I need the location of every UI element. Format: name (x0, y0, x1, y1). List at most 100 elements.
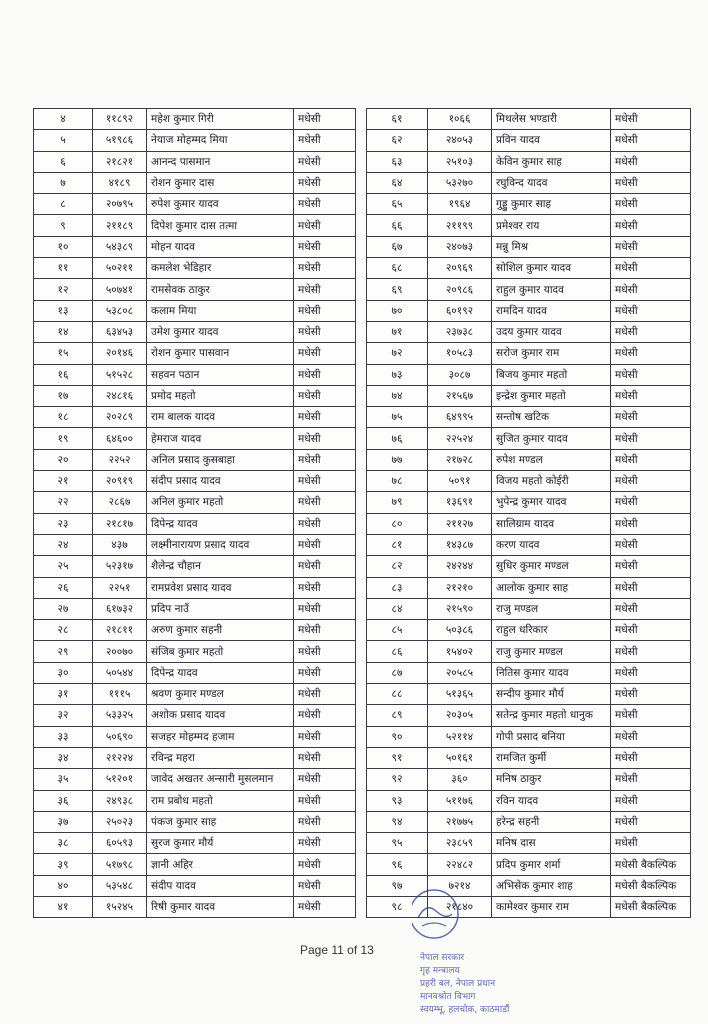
candidate-name-cell: रामदिन यादव (491, 299, 611, 322)
candidate-name-cell: रुपेश कुमार यादव (146, 193, 294, 216)
candidate-name-cell: अरुण कुमार सहनी (146, 619, 294, 642)
candidate-name-cell: उदय कुमार यादव (491, 320, 611, 344)
table-row: ६४ ५३२७० रघुविन्द यादव मधेसी (366, 171, 691, 195)
category-cell: मधेसी (293, 406, 356, 429)
serial-number-cell: ६५ (366, 193, 428, 216)
category-cell: मधेसी (610, 214, 691, 237)
candidate-name-cell: गुड्डु कुमार साह (491, 193, 611, 216)
table-row: ८८ ५१३६५ सन्दीप कुमार मौर्य मधेसी (366, 683, 691, 706)
table-row: १२ ५०७४१ रामसेवक ठाकुर मधेसी (33, 278, 356, 301)
candidate-name-cell: रविन्द्र महरा (146, 746, 294, 770)
table-row: ७६ २२५२४ सुजित कुमार यादव मधेसी (366, 427, 691, 450)
serial-number-cell: ६९ (366, 278, 428, 301)
candidate-name-cell: राजु कुमार मण्डल (491, 640, 611, 663)
table-row: ९२ ३६० मनिष ठाकुर मधेसी (366, 768, 691, 791)
table-row: ९१ ५०१६१ रामजित कुर्मी मधेसी (366, 746, 691, 770)
table-row: ७ ४१८९ रोशन कुमार दास मधेसी (33, 171, 356, 195)
serial-number-cell: ६१ (366, 107, 428, 131)
category-cell: मधेसी (293, 555, 356, 578)
candidate-name-cell: सजहर मोहम्मद हजाम (146, 725, 294, 748)
serial-number-cell: १७ (33, 384, 93, 408)
svg-text:स्वयम्भू, हलचोक, काठमाडौं: स्वयम्भू, हलचोक, काठमाडौं (420, 1003, 510, 1015)
candidate-name-cell: विजय महतो कोईरी (491, 470, 611, 493)
table-row: ३६ २४९३८ राम प्रबोध महतो मधेसी (33, 789, 356, 812)
candidate-name-cell: मनिष ठाकुर (491, 768, 611, 791)
candidate-code-cell: २०७९५ (92, 193, 147, 216)
candidate-code-cell: २०१४६ (92, 342, 147, 365)
candidate-name-cell: रविन यादव (491, 789, 611, 812)
category-cell: मधेसी बैकल्पिक (610, 874, 691, 897)
table-row: ७२ १०५८३ सरोज कुमार राम मधेसी (366, 342, 691, 365)
category-cell: मधेसी (610, 619, 691, 642)
table-row: २७ ६१७३२ प्रदिप नाउँ मधेसी (33, 597, 356, 621)
category-cell: मधेसी (610, 150, 691, 173)
category-cell: मधेसी (293, 107, 356, 131)
serial-number-cell: ३५ (33, 768, 93, 791)
category-cell: मधेसी (610, 746, 691, 770)
candidate-code-cell: १४३८७ (427, 533, 492, 557)
table-row: ३१ १११५ श्रवण कुमार मण्डल मधेसी (33, 683, 356, 706)
category-cell: मधेसी (293, 257, 356, 280)
category-cell: मधेसी (610, 384, 691, 408)
candidate-name-cell: करण यादव (491, 533, 611, 557)
table-row: ६३ २५१०३ केविन कुमार साह मधेसी (366, 150, 691, 173)
candidate-code-cell: ५३८०८ (92, 299, 147, 322)
candidate-name-cell: हेमराज यादव (146, 427, 294, 450)
serial-number-cell: ६४ (366, 171, 428, 195)
official-stamp: नेपाल सरकार गृह मन्त्रालय प्रहरी बल, नेप… (412, 889, 510, 1015)
serial-number-cell: ४० (33, 874, 93, 897)
category-cell: मधेसी (610, 533, 691, 557)
candidate-name-cell: नेयाज मोहम्मद मिया (146, 129, 294, 152)
category-cell: मधेसी (293, 746, 356, 770)
candidate-code-cell: ५२११४ (427, 725, 492, 748)
serial-number-cell: १२ (33, 278, 93, 301)
table-row: ३५ ५१२०१ जावेद अखतर अन्सारी मुसलमान मधेसी (33, 768, 356, 791)
category-cell: मधेसी (610, 768, 691, 791)
candidate-code-cell: २२४८२ (427, 853, 492, 876)
category-cell: मधेसी (610, 342, 691, 365)
serial-number-cell: २१ (33, 470, 93, 493)
candidate-code-cell: २११९९ (427, 214, 492, 237)
category-cell: मधेसी (610, 171, 691, 195)
table-row: ९० ५२११४ गोपी प्रसाद बनिया मधेसी (366, 725, 691, 748)
category-cell: मधेसी (293, 384, 356, 408)
candidate-name-cell: राम बालक यादव (146, 406, 294, 429)
serial-number-cell: ३० (33, 661, 93, 685)
candidate-code-cell: २१७२८ (427, 448, 492, 472)
candidate-name-cell: कलाम मिया (146, 299, 294, 322)
table-row: १५ २०१४६ रोशन कुमार पासवान मधेसी (33, 342, 356, 365)
serial-number-cell: ८१ (366, 533, 428, 557)
candidate-code-cell: ५०१६१ (427, 746, 492, 770)
category-cell: मधेसी (610, 597, 691, 621)
category-cell: मधेसी (610, 683, 691, 706)
candidate-name-cell: सन्तोष खटिक (491, 406, 611, 429)
table-row: ७१ २३७३८ उदय कुमार यादव मधेसी (366, 320, 691, 344)
candidate-name-cell: सन्दीप कुमार मौर्य (491, 683, 611, 706)
table-row: ७७ २१७२८ रुपेश मण्डल मधेसी (366, 448, 691, 472)
category-cell: मधेसी (610, 491, 691, 514)
candidate-name-cell: सतेन्द्र कुमार महतो धानुक (491, 704, 611, 727)
candidate-name-cell: रामप्रवेश प्रसाद यादव (146, 576, 294, 599)
table-row: ९४ २१७७५ हरेन्द्र सहनी मधेसी (366, 810, 691, 834)
candidate-name-cell: रोशन कुमार दास (146, 171, 294, 195)
serial-number-cell: ९२ (366, 768, 428, 791)
serial-number-cell: ३२ (33, 704, 93, 727)
serial-number-cell: ७७ (366, 448, 428, 472)
category-cell: मधेसी (293, 214, 356, 237)
candidate-name-cell: बिजय कुमार महतो (491, 363, 611, 386)
serial-number-cell: १४ (33, 320, 93, 344)
candidate-name-cell: प्रमेश्वर राय (491, 214, 611, 237)
serial-number-cell: ७८ (366, 470, 428, 493)
serial-number-cell: ३८ (33, 832, 93, 855)
category-cell: मधेसी (293, 640, 356, 663)
serial-number-cell: ९ (33, 214, 93, 237)
table-row: ७३ ३०८७ बिजय कुमार महतो मधेसी (366, 363, 691, 386)
table-row: २१ २०९१९ संदीप प्रसाद यादव मधेसी (33, 470, 356, 493)
category-cell: मधेसी (610, 257, 691, 280)
table-row: ७८ ५०९१ विजय महतो कोईरी मधेसी (366, 470, 691, 493)
candidate-code-cell: २४९३८ (92, 789, 147, 812)
candidate-code-cell: ३०८७ (427, 363, 492, 386)
candidate-code-cell: १११५ (92, 683, 147, 706)
category-cell: मधेसी (610, 129, 691, 152)
candidate-code-cell: ५०९१ (427, 470, 492, 493)
